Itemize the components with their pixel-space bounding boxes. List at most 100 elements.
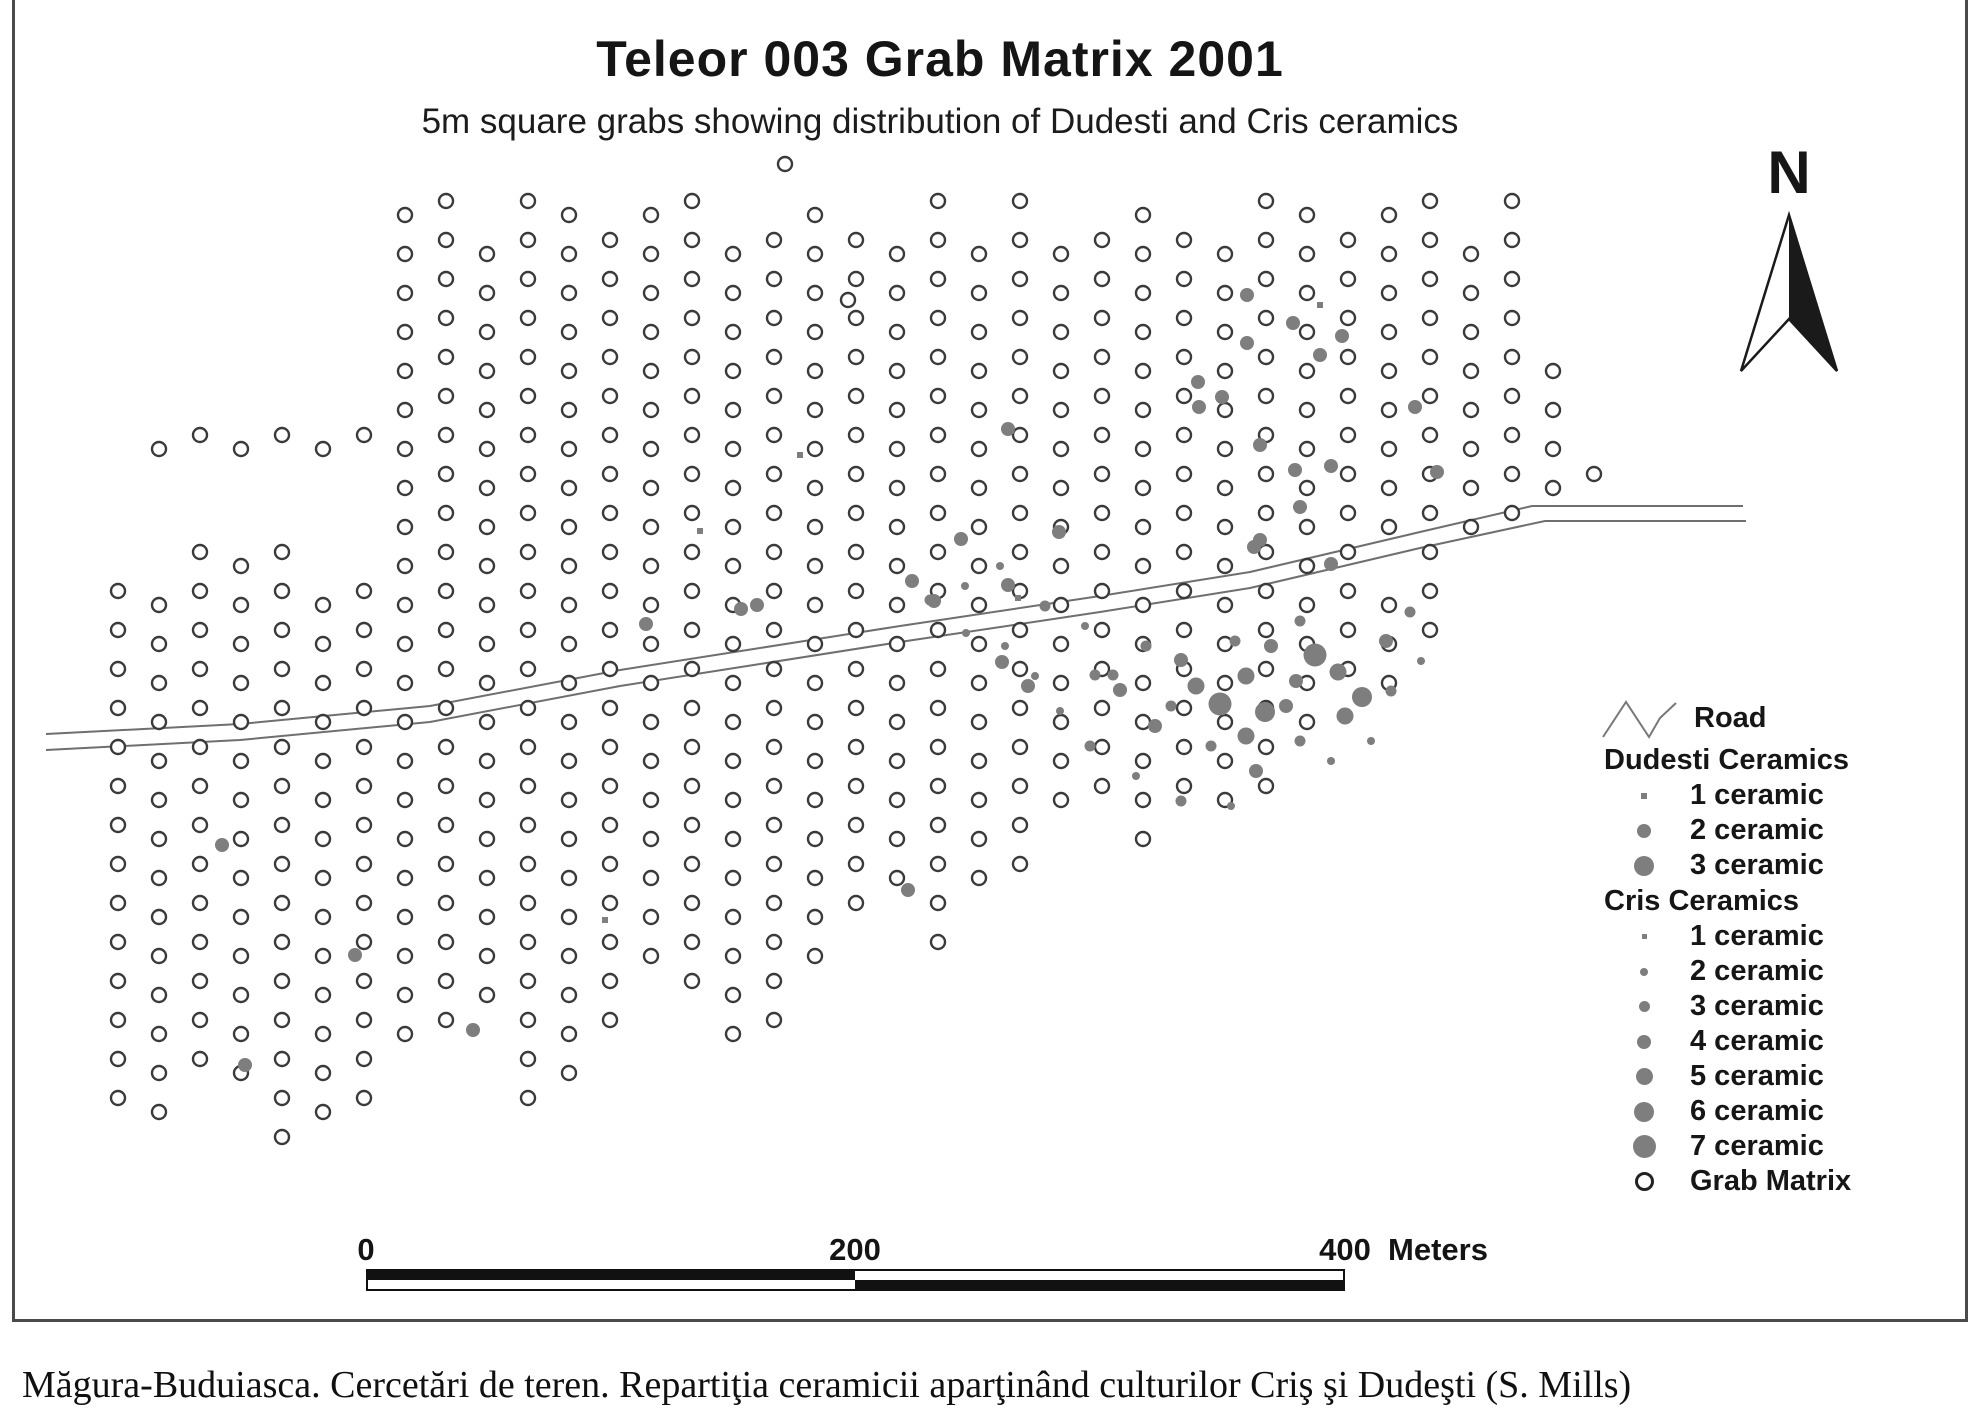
grab-point bbox=[1052, 713, 1070, 731]
grab-point bbox=[191, 777, 209, 795]
grab-point bbox=[1298, 401, 1316, 419]
grab-point bbox=[478, 830, 496, 848]
grab-point bbox=[1544, 479, 1562, 497]
legend-item: 5 ceramic bbox=[1598, 1059, 1938, 1094]
grab-point bbox=[560, 1025, 578, 1043]
grab-point bbox=[683, 348, 701, 366]
grab-point bbox=[724, 245, 742, 263]
grab-point bbox=[724, 440, 742, 458]
grab-point bbox=[560, 752, 578, 770]
grab-point bbox=[191, 699, 209, 717]
grab-point bbox=[232, 947, 250, 965]
grab-point bbox=[724, 869, 742, 887]
grab-point bbox=[396, 245, 414, 263]
grab-point bbox=[150, 791, 168, 809]
grab-point bbox=[355, 933, 373, 951]
grab-point bbox=[806, 440, 824, 458]
grab-point bbox=[1011, 309, 1029, 327]
grab-point bbox=[1298, 323, 1316, 341]
grab-point bbox=[724, 1025, 742, 1043]
cris-ceramic-dot bbox=[1352, 687, 1372, 707]
grab-point bbox=[888, 284, 906, 302]
grab-point bbox=[314, 1025, 332, 1043]
legend-item: 3 ceramic bbox=[1598, 989, 1938, 1024]
grab-point bbox=[1175, 387, 1193, 405]
grab-point bbox=[109, 1089, 127, 1107]
grab-point bbox=[273, 1050, 291, 1068]
grab-point bbox=[1134, 284, 1152, 302]
map-frame bbox=[12, 0, 1968, 1322]
grab-point bbox=[519, 426, 537, 444]
map-title: Teleor 003 Grab Matrix 2001 bbox=[596, 31, 1284, 87]
dudesti-ceramic-dot bbox=[697, 528, 703, 534]
legend-grab-row: Grab Matrix bbox=[1598, 1164, 1938, 1199]
grab-point bbox=[1257, 270, 1275, 288]
grab-point bbox=[888, 557, 906, 575]
grab-point bbox=[765, 348, 783, 366]
scale-bar bbox=[366, 1269, 1345, 1291]
grab-point bbox=[437, 504, 455, 522]
grab-point bbox=[1339, 348, 1357, 366]
grab-point bbox=[560, 830, 578, 848]
grab-point bbox=[273, 777, 291, 795]
grab-point bbox=[601, 699, 619, 717]
grab-point bbox=[1052, 752, 1070, 770]
grab-point bbox=[765, 504, 783, 522]
cris-ceramic-dot bbox=[962, 629, 970, 637]
grab-point bbox=[847, 621, 865, 639]
grab-point bbox=[150, 1064, 168, 1082]
grab-point bbox=[1216, 245, 1234, 263]
north-arrow-icon bbox=[1739, 210, 1839, 372]
grab-point bbox=[1134, 245, 1152, 263]
cris-ceramic-dot bbox=[1294, 735, 1306, 747]
grab-point bbox=[929, 933, 947, 951]
dudesti-ceramic-dot bbox=[1408, 400, 1422, 414]
scale-bar-segment bbox=[368, 1271, 855, 1280]
dudesti-ceramic-dot bbox=[1240, 288, 1254, 302]
grab-point bbox=[191, 660, 209, 678]
grab-point bbox=[1175, 777, 1193, 795]
grab-point bbox=[1216, 518, 1234, 536]
grab-point bbox=[1052, 479, 1070, 497]
grab-point bbox=[929, 348, 947, 366]
legend-item: 7 ceramic bbox=[1598, 1129, 1938, 1164]
grab-point bbox=[724, 557, 742, 575]
grab-point bbox=[806, 908, 824, 926]
grab-point bbox=[1380, 518, 1398, 536]
cris-ceramic-dot bbox=[1056, 707, 1064, 715]
grab-point bbox=[683, 231, 701, 249]
grab-point bbox=[150, 908, 168, 926]
grab-point bbox=[1298, 557, 1316, 575]
cris-ceramic-dot bbox=[1303, 643, 1327, 667]
grab-point bbox=[437, 933, 455, 951]
grab-point bbox=[1052, 323, 1070, 341]
grab-point bbox=[929, 270, 947, 288]
grab-point bbox=[150, 674, 168, 692]
grab-point bbox=[478, 947, 496, 965]
grab-point bbox=[601, 972, 619, 990]
grab-point bbox=[642, 206, 660, 224]
grab-point bbox=[519, 1011, 537, 1029]
dudesti-ceramic-dot bbox=[1247, 540, 1261, 554]
grab-point bbox=[396, 479, 414, 497]
grab-point bbox=[1134, 557, 1152, 575]
grab-point bbox=[888, 830, 906, 848]
grab-point bbox=[314, 947, 332, 965]
grab-point bbox=[191, 543, 209, 561]
grab-point bbox=[314, 869, 332, 887]
cris-ceramic-dot bbox=[996, 562, 1004, 570]
grab-point bbox=[519, 855, 537, 873]
grab-point bbox=[724, 986, 742, 1004]
grab-point bbox=[847, 816, 865, 834]
grab-point bbox=[519, 582, 537, 600]
grab-point bbox=[1093, 387, 1111, 405]
grab-point bbox=[847, 231, 865, 249]
grab-point bbox=[1216, 323, 1234, 341]
grab-point bbox=[970, 323, 988, 341]
grab-point bbox=[396, 518, 414, 536]
grab-point bbox=[273, 1089, 291, 1107]
grab-point bbox=[601, 1011, 619, 1029]
grab-point bbox=[683, 699, 701, 717]
grab-point bbox=[437, 972, 455, 990]
